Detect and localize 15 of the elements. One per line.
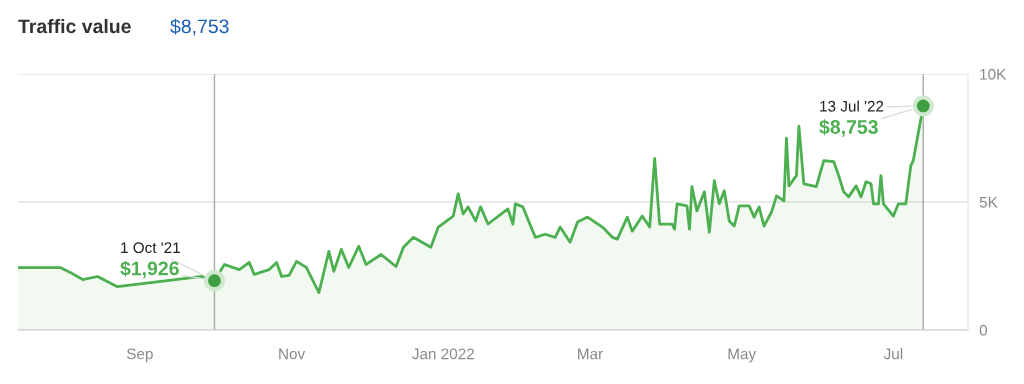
x-tick-label: Mar [578, 348, 603, 360]
annotation: 1 Oct '21 [121, 242, 180, 254]
x-tick-label: Nov [279, 348, 306, 360]
annotation: 13 Jul '22 [820, 100, 884, 112]
y-tick-label: 10K [980, 68, 1007, 80]
x-tick-label: Jul [883, 348, 903, 360]
x-tick-label: Jan 2022 [412, 348, 474, 360]
x-tick-label: May [728, 348, 757, 363]
y-tick-label: 5K [979, 197, 998, 208]
y-tick-label: 0 [979, 324, 988, 336]
x-tick-label: Sep [126, 348, 153, 363]
chart-subtitle: $8,753 [170, 18, 229, 36]
annotation: $8,753 [819, 119, 878, 137]
chart-title: Traffic value [18, 18, 131, 34]
annotation: $1,926 [120, 260, 179, 279]
